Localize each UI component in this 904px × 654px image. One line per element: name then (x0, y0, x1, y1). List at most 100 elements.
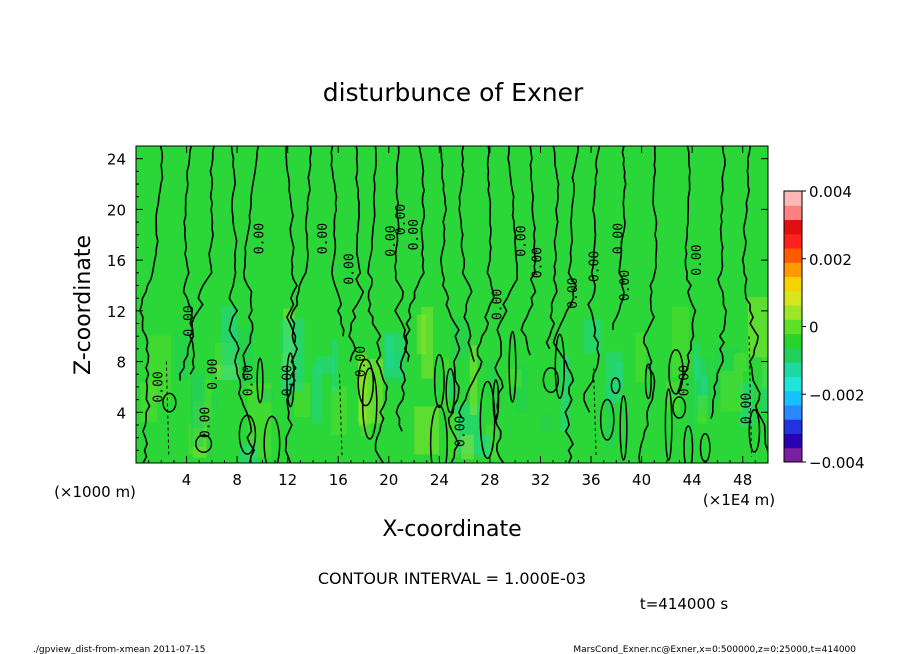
x-tick-label: 12 (278, 471, 297, 489)
colorbar-swatch (784, 305, 802, 320)
colorbar-tick-label: −0.004 (809, 454, 865, 472)
contour-loop (619, 394, 628, 461)
contour-label: 0.00 (206, 359, 221, 390)
x-tick-label: 4 (182, 471, 192, 489)
svg-text:0.00: 0.00 (198, 407, 213, 438)
x-tick-label: 20 (379, 471, 398, 489)
contour-label-layer: 0.000.000.000.00 0.000.000.000.000.000.00… (152, 204, 755, 447)
colorbar-swatch (784, 233, 802, 249)
colorbar-tick-label: −0.002 (809, 386, 865, 404)
contour-line-negative (593, 367, 597, 457)
contour-line (458, 146, 495, 419)
svg-text:0.00: 0.00 (407, 219, 422, 250)
contour-fill-patch (714, 347, 740, 401)
contour-label: 0.00 (342, 253, 357, 284)
contour-fill-patch (294, 383, 310, 418)
svg-text:0.00: 0.00 (253, 223, 268, 254)
chart-title: disturbunce of Exner (323, 78, 584, 107)
contour-fill-patch (281, 353, 290, 369)
contour-fill-patch (315, 356, 335, 374)
contour-fill-patch (695, 358, 712, 416)
contour-line (741, 146, 768, 456)
contour-fill-patch (385, 333, 395, 369)
contour-fill-patch (384, 355, 405, 385)
y-tick-label: 8 (116, 354, 126, 372)
contour-fill-patch (451, 317, 471, 360)
contour-label: 0.00 (253, 223, 268, 254)
svg-text:0.00: 0.00 (588, 251, 603, 282)
contour-label: 0.00 (182, 305, 197, 336)
contour-loop (554, 333, 565, 399)
contour-fill-patch (487, 360, 496, 399)
contour-label: 0.00 (531, 247, 546, 278)
colorbar-swatch (784, 205, 802, 221)
contour-fill-patch (506, 368, 522, 388)
contour-line (242, 146, 259, 381)
contour-label: 0.00 (490, 289, 505, 320)
contour-fill-patch (693, 344, 700, 381)
colorbar-tick-label: 0.004 (809, 183, 852, 201)
contour-fill-patch (416, 314, 426, 354)
contour-fill-patch (605, 386, 617, 448)
contour-fill-patch (215, 343, 239, 373)
contour-fill-patch (188, 423, 198, 456)
contour-fill-patch (262, 388, 274, 403)
x-tick-label: 28 (480, 471, 499, 489)
colorbar-swatch (784, 433, 802, 449)
contour-fill-patch (174, 330, 189, 379)
contour-fill-patch (720, 371, 743, 412)
contour-loop (433, 353, 445, 409)
colorbar-swatch (784, 347, 802, 363)
x-axis-label: X-coordinate (382, 517, 521, 542)
contour-line (439, 146, 461, 463)
contour-line (612, 146, 627, 330)
contour-fill-patch (486, 424, 499, 461)
svg-text:0.00: 0.00 (612, 223, 627, 254)
colorbar-swatch (784, 219, 802, 235)
contour-fill-patch (761, 332, 768, 388)
x-tick-label: 32 (531, 471, 550, 489)
contour-fill-patch (204, 395, 219, 409)
contour-line (582, 146, 601, 413)
contour-line (520, 146, 537, 356)
svg-text:0.00: 0.00 (454, 416, 469, 447)
contour-label: 0.00 (514, 225, 529, 256)
colorbar-swatch (784, 248, 802, 263)
colorbar-swatch (784, 362, 802, 377)
contour-line (676, 146, 697, 394)
contour-line-negative (165, 361, 170, 457)
contour-fill-patch (216, 365, 239, 380)
contour-loop (238, 414, 257, 455)
svg-text:0.00: 0.00 (342, 253, 357, 284)
svg-text:0.00: 0.00 (354, 346, 369, 377)
svg-text:0.00: 0.00 (677, 365, 692, 396)
contour-fill-patch (140, 381, 158, 422)
contour-fill-patch (762, 361, 768, 411)
x-tick-label: 8 (232, 471, 242, 489)
y-tick-label: 12 (107, 303, 126, 321)
contour-loop (429, 404, 448, 463)
y-tick-label: 16 (107, 252, 126, 270)
x-scale-label: (×1E4 m) (703, 491, 775, 509)
contour-fill-patch (672, 306, 689, 378)
contour-fill-patch (515, 365, 529, 413)
time-label: t=414000 s (640, 595, 728, 613)
contour-fill-patch (284, 338, 293, 387)
contour-loop (445, 367, 456, 414)
contour-loop (668, 349, 684, 395)
colorbar-swatch (784, 404, 802, 420)
contour-fill-patch (688, 377, 694, 444)
svg-text:0.00: 0.00 (739, 393, 754, 424)
x-tick-label: 36 (581, 471, 600, 489)
contour-label: 0.00 (316, 223, 331, 254)
contour-fill-patch (539, 414, 553, 433)
contour-fill-patch (191, 375, 204, 447)
contour-label: 0.00 (566, 277, 581, 308)
contour-label: 0.00 (677, 365, 692, 396)
contour-fill-patch (149, 335, 172, 402)
contour-loop (644, 363, 652, 400)
contour-line (710, 146, 727, 419)
contour-line-negative (339, 374, 343, 457)
contour-label: 0.00 (152, 371, 167, 402)
